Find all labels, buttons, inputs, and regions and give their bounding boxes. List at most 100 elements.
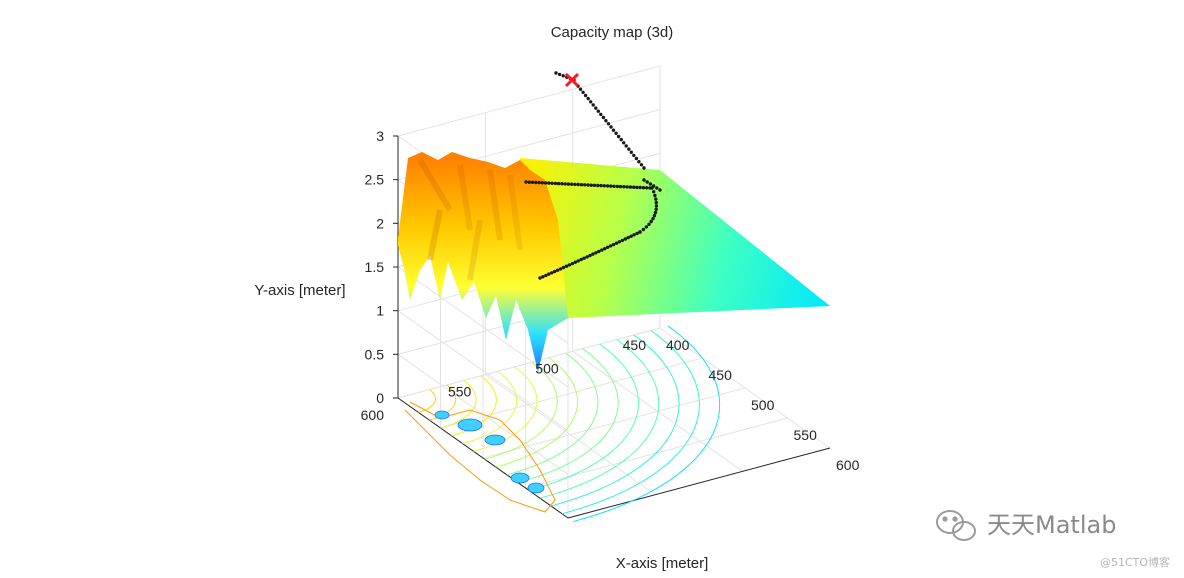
- trajectory-point: [553, 269, 557, 274]
- trajectory-point: [632, 233, 636, 237]
- trajectory-point: [594, 106, 598, 110]
- chart-title: Capacity map (3d): [551, 24, 674, 41]
- trajectory-point: [653, 193, 657, 198]
- trajectory-point: [645, 180, 649, 184]
- trajectory-point: [605, 184, 610, 188]
- trajectory-point: [648, 182, 653, 186]
- trajectory-point: [594, 251, 598, 255]
- trajectory-point: [603, 247, 607, 251]
- trajectory-point: [599, 183, 603, 188]
- trajectory-point: [614, 241, 619, 245]
- trajectory-point: [604, 119, 608, 123]
- y-tick-label: 550: [448, 384, 472, 400]
- trajectory-point: [650, 186, 654, 190]
- trajectory-point: [591, 103, 595, 107]
- trajectory-point: [596, 183, 600, 188]
- trajectory-point: [581, 90, 585, 95]
- trajectory-point: [616, 134, 621, 139]
- trajectory-point: [609, 125, 613, 129]
- trajectory-dots: [524, 71, 662, 280]
- trajectory-point: [635, 231, 639, 236]
- trajectory-point: [538, 276, 542, 280]
- trajectory-point: [619, 137, 623, 142]
- trajectory-point: [638, 185, 642, 190]
- trajectory-point: [602, 184, 606, 188]
- trajectory-point: [652, 190, 656, 194]
- z-tick-label: 3: [376, 128, 384, 144]
- y-axis-label: Y-axis [meter]: [254, 282, 345, 299]
- trajectory-point: [558, 267, 563, 271]
- trajectory-point: [608, 244, 613, 248]
- trajectory-point: [618, 184, 623, 189]
- x-axis-label: X-axis [meter]: [616, 555, 709, 572]
- x-axis-ticks: 400 450 500 550 600: [666, 337, 860, 473]
- wechat-icon: [936, 510, 976, 541]
- y-axis-ticks: 450 500 550 600: [361, 337, 647, 423]
- x-tick-label: 600: [836, 457, 860, 473]
- trajectory-point: [629, 150, 633, 154]
- trajectory-point: [556, 181, 561, 186]
- floor-contours: [404, 325, 721, 523]
- trajectory-point: [625, 185, 629, 189]
- trajectory-point: [615, 184, 620, 189]
- x-tick-label: 550: [794, 427, 818, 443]
- trajectory-point: [541, 275, 545, 279]
- trajectory-point: [620, 238, 625, 243]
- trajectory-point: [652, 213, 657, 218]
- trajectory-point: [596, 109, 600, 113]
- trajectory-point: [554, 71, 558, 75]
- trajectory-point: [614, 131, 618, 135]
- trajectory-point: [600, 248, 604, 252]
- trajectory-point: [645, 186, 649, 190]
- trajectory-point: [653, 210, 658, 215]
- trajectory-point: [634, 156, 639, 161]
- x-tick-label: 500: [751, 397, 775, 413]
- trajectory-point: [609, 184, 613, 188]
- trajectory-point: [555, 268, 560, 272]
- trajectory-point: [573, 182, 577, 187]
- trajectory-point: [611, 128, 616, 132]
- trajectory-point: [601, 115, 606, 120]
- trajectory-point: [597, 249, 601, 254]
- trajectory-point: [582, 256, 586, 260]
- trajectory-point: [641, 186, 646, 190]
- trajectory-point: [599, 112, 603, 117]
- z-tick-label: 0.5: [365, 346, 385, 362]
- trajectory-point: [624, 144, 628, 148]
- trajectory-point: [578, 87, 583, 91]
- z-tick-label: 0: [376, 390, 384, 406]
- trajectory-point: [543, 181, 548, 185]
- trajectory-point: [658, 188, 662, 192]
- trajectory-point: [564, 264, 569, 268]
- goal-x-marker: [564, 72, 580, 88]
- trajectory-point: [588, 253, 592, 258]
- y-tick-label: 450: [623, 337, 647, 353]
- trajectory-point: [530, 180, 535, 184]
- trajectory-point: [655, 186, 659, 190]
- trajectory-point: [563, 182, 567, 186]
- trajectory-point: [573, 260, 577, 264]
- trajectory-point: [654, 197, 658, 201]
- watermark-brand: 天天Matlab: [987, 511, 1116, 539]
- trajectory-point: [622, 141, 626, 145]
- y-tick-label: 600: [361, 407, 385, 423]
- trajectory-point: [632, 185, 636, 189]
- trajectory-point: [570, 261, 575, 266]
- trajectory-point: [550, 181, 554, 185]
- trajectory-point: [570, 182, 574, 186]
- trajectory-point: [560, 182, 564, 186]
- trajectory-point: [628, 185, 633, 189]
- trajectory-point: [592, 183, 597, 187]
- trajectory-point: [576, 182, 580, 187]
- trajectory-point: [606, 122, 611, 126]
- trajectory-point: [527, 180, 531, 184]
- trajectory-point: [635, 185, 639, 190]
- trajectory-point: [544, 273, 548, 278]
- trajectory-point: [627, 147, 631, 151]
- trajectory-point: [632, 153, 636, 158]
- trajectory-point: [561, 265, 566, 270]
- capacity-surface: [398, 152, 830, 372]
- trajectory-point: [639, 163, 644, 167]
- trajectory-point: [547, 181, 551, 185]
